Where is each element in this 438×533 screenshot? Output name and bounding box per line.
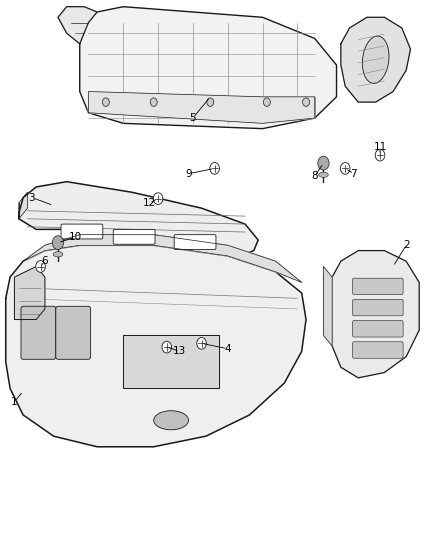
Text: 2: 2 [403, 240, 410, 251]
Circle shape [207, 98, 214, 107]
Polygon shape [19, 182, 258, 256]
Text: 12: 12 [143, 198, 156, 208]
Polygon shape [80, 7, 336, 128]
Text: 3: 3 [28, 192, 35, 203]
FancyBboxPatch shape [61, 224, 103, 239]
Text: 11: 11 [374, 142, 387, 152]
Circle shape [197, 337, 206, 349]
Text: 13: 13 [173, 346, 187, 357]
Circle shape [36, 261, 46, 272]
Circle shape [303, 98, 310, 107]
Text: 9: 9 [185, 169, 192, 179]
Polygon shape [19, 192, 28, 219]
FancyBboxPatch shape [174, 235, 216, 249]
Text: 4: 4 [224, 344, 231, 354]
Ellipse shape [154, 411, 188, 430]
Ellipse shape [362, 36, 389, 83]
FancyBboxPatch shape [353, 320, 403, 337]
Polygon shape [6, 245, 306, 447]
Polygon shape [123, 335, 219, 389]
Text: 8: 8 [311, 172, 318, 181]
Circle shape [150, 98, 157, 107]
Circle shape [162, 341, 172, 353]
FancyBboxPatch shape [353, 342, 403, 358]
Polygon shape [323, 266, 332, 346]
Polygon shape [58, 7, 97, 44]
Polygon shape [23, 235, 302, 282]
Circle shape [375, 149, 385, 161]
Text: 10: 10 [69, 232, 82, 243]
Circle shape [102, 98, 110, 107]
Circle shape [318, 156, 329, 170]
Ellipse shape [319, 172, 328, 177]
Polygon shape [14, 266, 45, 319]
Text: 7: 7 [350, 169, 357, 179]
Text: 6: 6 [42, 256, 48, 266]
Circle shape [340, 163, 350, 174]
FancyBboxPatch shape [353, 300, 403, 316]
Circle shape [210, 163, 219, 174]
FancyBboxPatch shape [113, 229, 155, 244]
Polygon shape [332, 251, 419, 378]
Circle shape [263, 98, 270, 107]
FancyBboxPatch shape [56, 306, 91, 359]
FancyBboxPatch shape [21, 306, 56, 359]
Circle shape [153, 193, 163, 205]
Polygon shape [88, 92, 315, 123]
Ellipse shape [53, 252, 63, 257]
Text: 1: 1 [11, 397, 18, 407]
FancyBboxPatch shape [353, 278, 403, 295]
Circle shape [52, 236, 64, 249]
Text: 5: 5 [190, 113, 196, 123]
Polygon shape [341, 17, 410, 102]
